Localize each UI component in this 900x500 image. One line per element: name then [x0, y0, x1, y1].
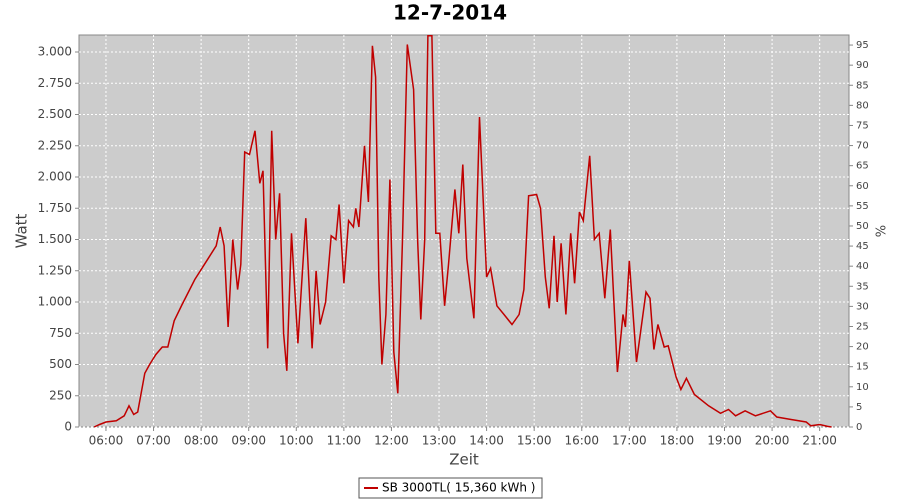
- x-tick-label: 09:00: [231, 434, 266, 448]
- chart-title: 12-7-2014: [393, 1, 507, 25]
- y-tick-label: 1.250: [38, 263, 72, 277]
- y2-tick-label: 5: [856, 402, 862, 413]
- y2-tick-label: 20: [856, 342, 869, 353]
- y2-tick-label: 40: [856, 261, 869, 272]
- x-axis-label: Zeit: [449, 451, 479, 469]
- legend-label: SB 3000TL( 15,360 kWh ): [382, 481, 535, 495]
- y-axis-label: Watt: [13, 213, 31, 248]
- y-tick-label: 2.750: [38, 76, 72, 90]
- y-tick-label: 1.000: [38, 295, 72, 309]
- x-tick-label: 19:00: [707, 434, 742, 448]
- y-tick-label: 1.500: [38, 232, 72, 246]
- y-tick-label: 250: [49, 388, 72, 402]
- x-tick-label: 14:00: [469, 434, 504, 448]
- x-tick-label: 15:00: [517, 434, 552, 448]
- y2-tick-label: 45: [856, 241, 869, 252]
- y2-tick-label: 60: [856, 181, 869, 192]
- y2-tick-label: 35: [856, 281, 869, 292]
- x-tick-label: 07:00: [136, 434, 171, 448]
- x-tick-label: 12:00: [374, 434, 409, 448]
- x-tick-label: 17:00: [612, 434, 647, 448]
- y-tick-label: 1.750: [38, 201, 72, 215]
- y2-tick-label: 95: [856, 40, 869, 51]
- x-tick-label: 06:00: [89, 434, 124, 448]
- y-tick-label: 3.000: [38, 45, 72, 59]
- y2-tick-label: 75: [856, 120, 869, 131]
- x-tick-label: 08:00: [184, 434, 219, 448]
- x-tick-label: 16:00: [564, 434, 599, 448]
- x-tick-label: 10:00: [279, 434, 314, 448]
- y2-tick-label: 0: [856, 422, 862, 433]
- y2-tick-label: 80: [856, 100, 869, 111]
- x-tick-label: 13:00: [422, 434, 457, 448]
- y2-tick-label: 55: [856, 201, 869, 212]
- legend: [358, 477, 543, 499]
- y-tick-label: 2.500: [38, 107, 72, 121]
- x-tick-label: 20:00: [755, 434, 790, 448]
- y2-tick-label: 50: [856, 221, 869, 232]
- y-tick-label: 750: [49, 326, 72, 340]
- x-tick-label: 21:00: [802, 434, 837, 448]
- x-tick-label: 11:00: [327, 434, 362, 448]
- y2-tick-label: 15: [856, 362, 869, 373]
- y-tick-label: 0: [64, 420, 72, 434]
- y2-tick-label: 30: [856, 301, 869, 312]
- y2-tick-label: 25: [856, 321, 869, 332]
- y2-tick-label: 90: [856, 60, 869, 71]
- series-line: [93, 35, 832, 428]
- x-tick-label: 18:00: [660, 434, 695, 448]
- y2-tick-label: 65: [856, 161, 869, 172]
- plot-area: [78, 34, 850, 428]
- y2-tick-label: 10: [856, 382, 869, 393]
- y2-tick-label: 85: [856, 80, 869, 91]
- y-tick-label: 2.000: [38, 170, 72, 184]
- y-tick-label: 2.250: [38, 138, 72, 152]
- y-tick-label: 500: [49, 357, 72, 371]
- y2-axis-label: %: [875, 225, 890, 237]
- y2-tick-label: 70: [856, 141, 869, 152]
